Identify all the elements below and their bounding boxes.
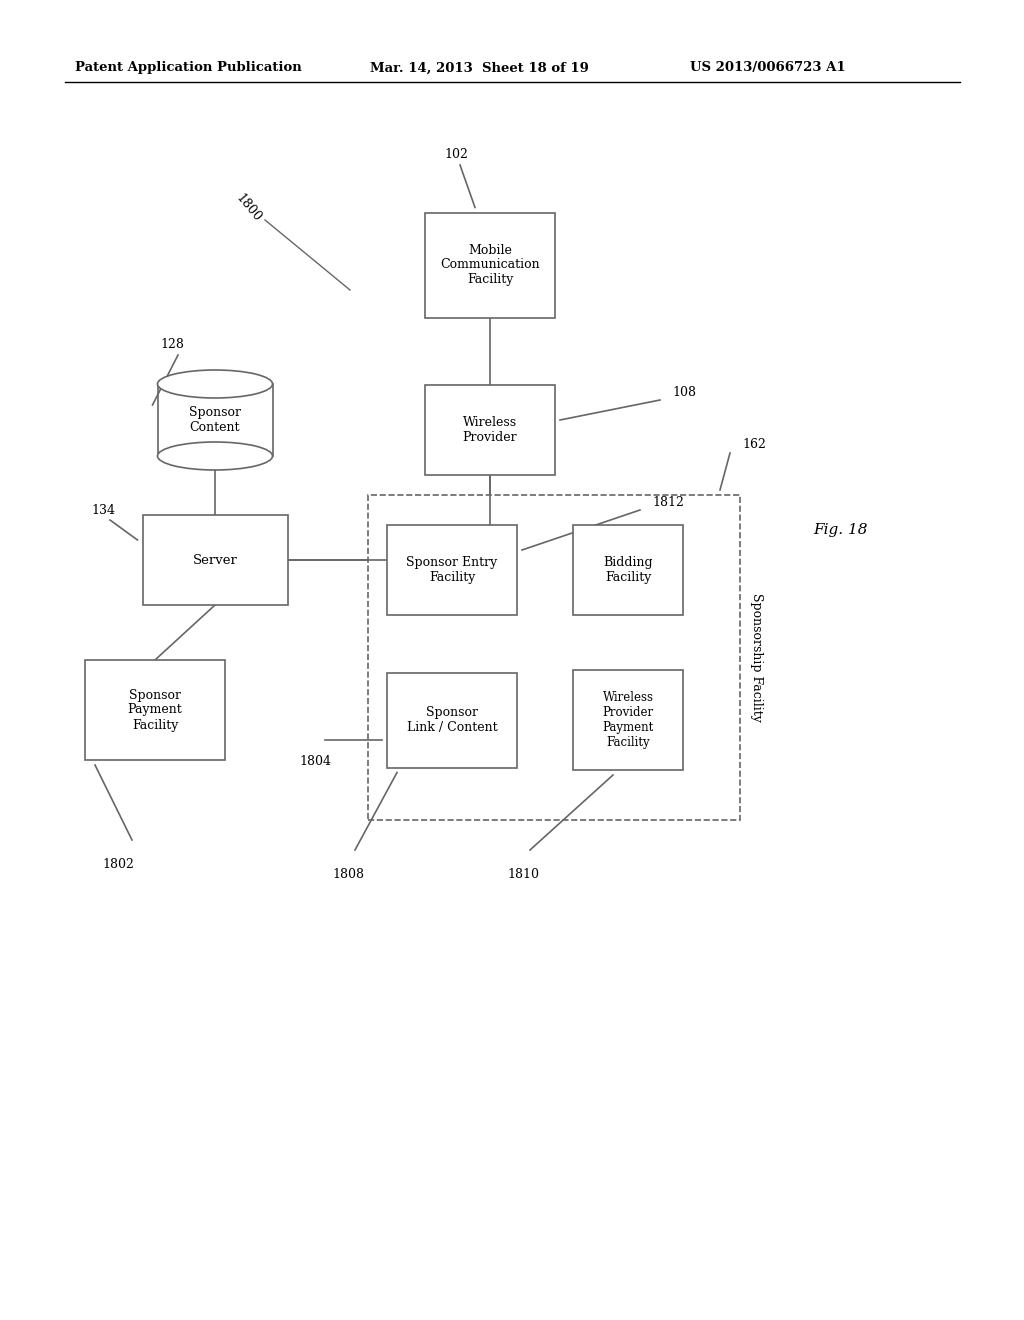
Bar	[142, 515, 288, 605]
Bar	[573, 525, 683, 615]
Text: US 2013/0066723 A1: US 2013/0066723 A1	[690, 62, 846, 74]
Text: 1808: 1808	[332, 869, 364, 880]
Text: 134: 134	[91, 503, 115, 516]
Bar	[387, 672, 517, 767]
Text: Mobile
Communication
Facility: Mobile Communication Facility	[440, 243, 540, 286]
Text: Mar. 14, 2013  Sheet 18 of 19: Mar. 14, 2013 Sheet 18 of 19	[370, 62, 589, 74]
Text: 102: 102	[444, 149, 468, 161]
Text: Fig. 18: Fig. 18	[813, 523, 867, 537]
Text: 108: 108	[672, 387, 696, 400]
Text: 162: 162	[742, 438, 766, 451]
Bar	[425, 213, 555, 318]
Ellipse shape	[158, 370, 272, 399]
Bar	[85, 660, 225, 760]
Text: 1804: 1804	[299, 755, 331, 768]
Text: 1802: 1802	[102, 858, 134, 871]
Text: Sponsor
Link / Content: Sponsor Link / Content	[407, 706, 498, 734]
Bar	[368, 495, 740, 820]
Text: Server: Server	[193, 553, 238, 566]
Text: 1812: 1812	[652, 495, 684, 508]
Text: 1800: 1800	[232, 191, 263, 224]
Text: Wireless
Provider
Payment
Facility: Wireless Provider Payment Facility	[602, 690, 653, 748]
Text: Bidding
Facility: Bidding Facility	[603, 556, 653, 583]
Text: 1810: 1810	[507, 869, 539, 880]
Ellipse shape	[158, 442, 272, 470]
Bar	[387, 525, 517, 615]
Text: Sponsor
Content: Sponsor Content	[189, 407, 241, 434]
Text: Sponsor
Payment
Facility: Sponsor Payment Facility	[128, 689, 182, 731]
Text: Sponsorship Facility: Sponsorship Facility	[750, 593, 763, 722]
Text: Patent Application Publication: Patent Application Publication	[75, 62, 302, 74]
Text: Wireless
Provider: Wireless Provider	[463, 416, 517, 444]
Bar	[425, 385, 555, 475]
Bar	[573, 671, 683, 770]
Text: 128: 128	[160, 338, 184, 351]
Text: Sponsor Entry
Facility: Sponsor Entry Facility	[407, 556, 498, 583]
